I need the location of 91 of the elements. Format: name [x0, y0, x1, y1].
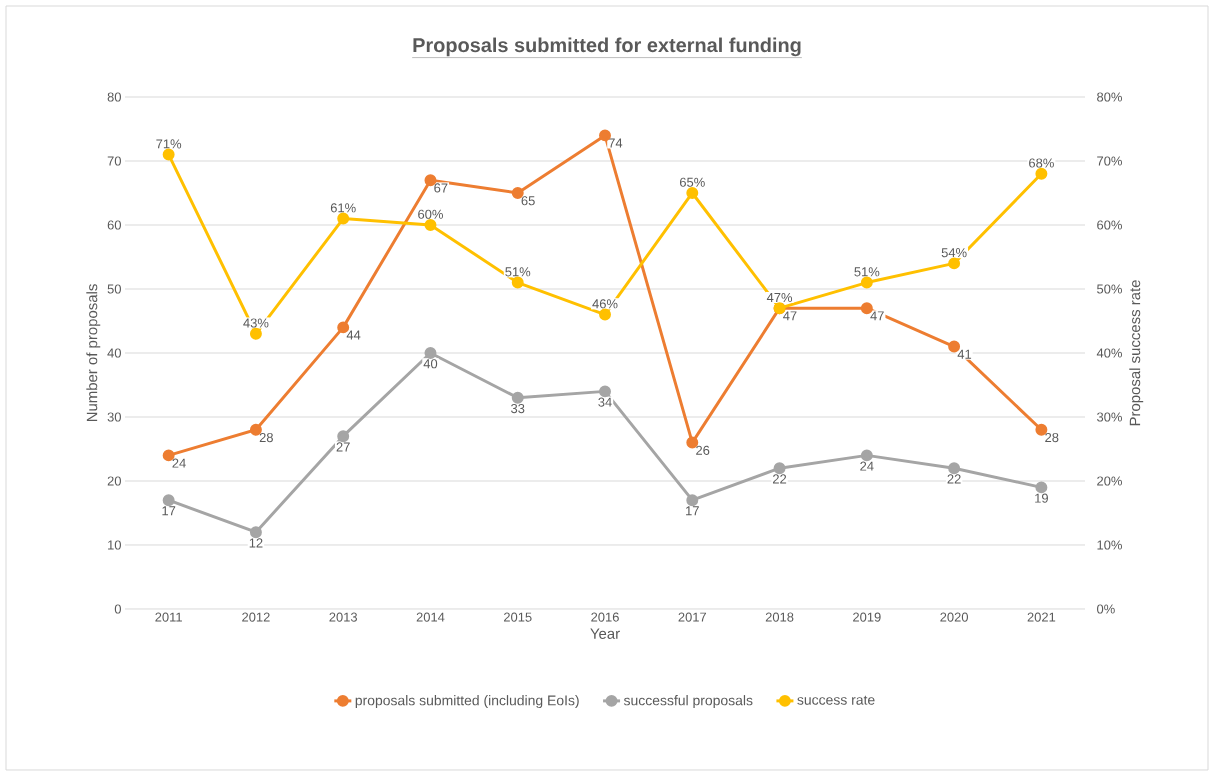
y-tick-label: 60 [107, 220, 121, 230]
point [162, 148, 175, 161]
x-tick-label: 2019 [853, 612, 881, 622]
data-label: 65% [679, 177, 705, 187]
data-label: 67 [434, 183, 448, 193]
x-tick-label: 2017 [678, 612, 707, 622]
x-tick-label: 2015 [503, 612, 532, 622]
point [511, 276, 524, 289]
point [424, 219, 437, 231]
data-label: 51% [505, 267, 531, 277]
point [1035, 167, 1048, 180]
point [162, 494, 175, 507]
data-label: 43% [243, 318, 269, 328]
data-label: 27 [336, 442, 350, 452]
legend-label: proposals submitted (including EoIs) [355, 695, 579, 709]
point [337, 212, 350, 225]
x-tick-label: 2018 [765, 612, 794, 622]
x-tick-label: 2013 [329, 612, 358, 622]
chart-title: Proposals submitted for external funding [413, 37, 801, 57]
point [599, 129, 611, 142]
point [948, 462, 961, 475]
y-axis-title: Number of proposals [86, 284, 101, 422]
x-tick-label: 2014 [416, 612, 445, 622]
y-tick-label: 20 [107, 476, 121, 486]
y2-tick-label: 20% [1097, 476, 1122, 486]
x-tick-label: 2012 [242, 612, 270, 622]
point [860, 449, 873, 462]
data-label: 47 [870, 311, 884, 321]
data-label: 47 [783, 311, 797, 321]
data-label: 28 [1045, 432, 1059, 443]
y2-tick-label: 50% [1097, 284, 1122, 294]
x-tick-label: 2016 [591, 612, 619, 622]
legend-label: successful proposals [623, 695, 753, 709]
point [249, 526, 262, 539]
x-axis-title: Year [590, 628, 620, 639]
data-label: 22 [947, 474, 961, 484]
data-label: 24 [172, 458, 186, 468]
point [773, 462, 786, 475]
y2-axis-title: Proposal success rate [1129, 280, 1144, 426]
point [686, 187, 699, 199]
data-label: 12 [249, 538, 263, 548]
y2-tick-label: 80% [1097, 92, 1122, 102]
y2-tick-label: 10% [1097, 540, 1122, 550]
y-tick-label: 0 [114, 604, 121, 614]
data-label: 44 [346, 330, 361, 340]
y2-tick-label: 0% [1097, 604, 1115, 614]
data-label: 24 [860, 461, 874, 471]
data-label: 71% [156, 139, 182, 149]
point [860, 276, 873, 289]
data-label: 26 [696, 445, 710, 455]
y2-tick-label: 70% [1097, 156, 1122, 166]
data-label: 68% [1029, 158, 1054, 168]
data-label: 17 [162, 506, 176, 516]
y-tick-label: 50 [107, 284, 121, 294]
y2-tick-label: 30% [1097, 412, 1122, 422]
y-tick-label: 40 [107, 348, 121, 358]
point [511, 391, 524, 404]
data-label: 61% [330, 203, 356, 213]
point [337, 430, 350, 443]
data-label: 47% [766, 292, 793, 303]
x-tick-label: 2011 [155, 612, 182, 622]
data-label: 22 [773, 474, 787, 484]
data-label: 54% [941, 248, 967, 258]
y-tick-label: 10 [108, 540, 121, 550]
data-label: 74 [608, 138, 623, 148]
point [686, 494, 699, 507]
point [599, 385, 611, 398]
data-label: 60% [418, 209, 443, 219]
point [948, 257, 961, 270]
data-label: 17 [686, 506, 699, 516]
data-label: 19 [1035, 493, 1048, 503]
data-label: 41 [957, 349, 972, 359]
y-tick-label: 80 [107, 92, 121, 102]
y2-tick-label: 40% [1096, 348, 1122, 358]
y2-tick-label: 60% [1097, 220, 1122, 230]
data-label: 28 [259, 432, 273, 443]
data-label: 34 [598, 397, 612, 407]
x-tick-label: 2021 [1027, 612, 1056, 622]
y-tick-label: 30 [107, 412, 121, 422]
data-label: 65 [521, 196, 535, 206]
point [599, 308, 611, 321]
data-label: 46% [592, 299, 618, 309]
y-tick-label: 70 [107, 156, 121, 166]
point [249, 327, 262, 340]
x-tick-label: 2020 [940, 612, 968, 622]
data-label: 51% [854, 267, 880, 277]
data-label: 33 [511, 403, 525, 414]
legend-label: success rate [797, 695, 875, 705]
point [424, 347, 437, 359]
data-label: 40 [423, 359, 438, 369]
point [1035, 481, 1048, 494]
